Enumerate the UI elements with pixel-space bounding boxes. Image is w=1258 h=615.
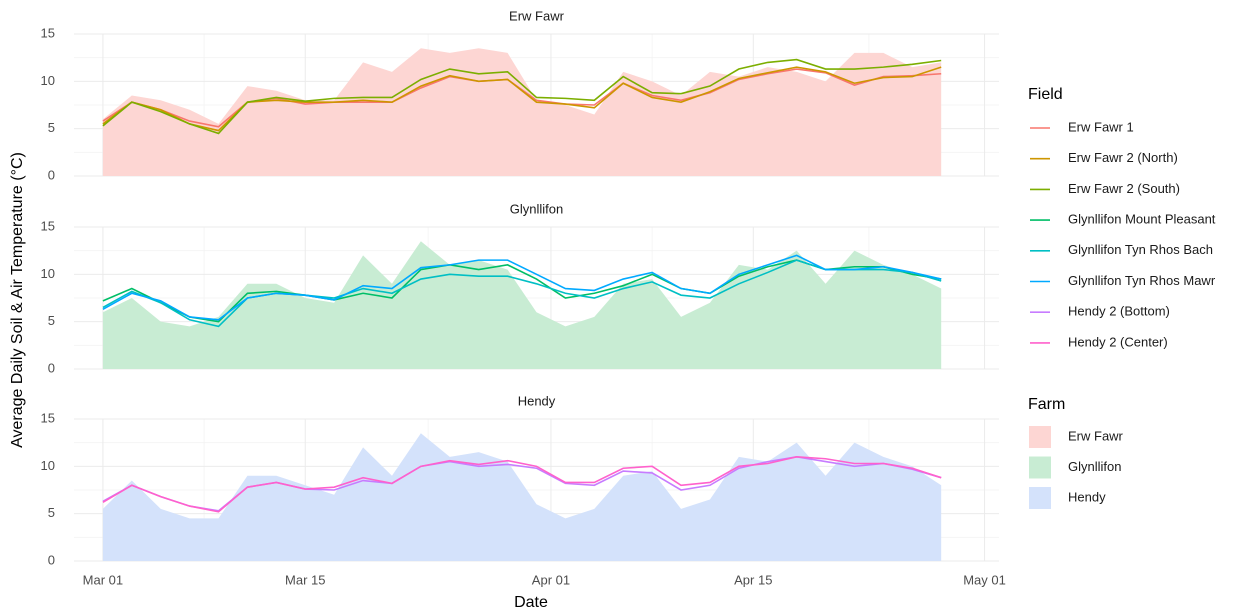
legend-label: Erw Fawr 1 bbox=[1068, 119, 1134, 134]
y-tick-label: 10 bbox=[41, 266, 55, 281]
legend-label: Hendy bbox=[1068, 489, 1106, 504]
panel-title: Glynllifon bbox=[510, 201, 563, 216]
y-tick-label: 10 bbox=[41, 73, 55, 88]
y-tick-label: 15 bbox=[41, 218, 55, 233]
legend-label: Erw Fawr bbox=[1068, 428, 1124, 443]
legend-label: Glynllifon Tyn Rhos Bach bbox=[1068, 242, 1213, 257]
y-tick-label: 15 bbox=[41, 410, 55, 425]
area bbox=[102, 433, 942, 561]
x-tick-label: May 01 bbox=[963, 572, 1006, 587]
legend-label: Erw Fawr 2 (North) bbox=[1068, 150, 1178, 165]
legend-swatch bbox=[1029, 487, 1051, 509]
panel-title: Erw Fawr bbox=[509, 8, 565, 23]
y-tick-label: 0 bbox=[48, 552, 55, 567]
area bbox=[102, 48, 942, 177]
legend-title: Farm bbox=[1028, 396, 1065, 413]
y-tick-label: 5 bbox=[48, 313, 55, 328]
legend-label: Hendy 2 (Bottom) bbox=[1068, 304, 1170, 319]
line bbox=[102, 254, 942, 321]
x-tick-label: Apr 01 bbox=[532, 572, 570, 587]
legend-swatch bbox=[1029, 456, 1051, 479]
y-tick-label: 0 bbox=[48, 360, 55, 375]
y-tick-label: 15 bbox=[41, 25, 55, 40]
legend-label: Glynllifon Mount Pleasant bbox=[1068, 212, 1216, 227]
y-axis-label: Average Daily Soil & Air Temperature (°C… bbox=[9, 152, 26, 448]
legend-swatch bbox=[1029, 426, 1051, 448]
legend-label: Glynllifon bbox=[1068, 459, 1121, 474]
legend-label: Hendy 2 (Center) bbox=[1068, 334, 1168, 349]
x-tick-label: Mar 15 bbox=[285, 572, 325, 587]
area bbox=[102, 241, 942, 369]
x-tick-label: Apr 15 bbox=[734, 572, 772, 587]
panel-title: Hendy bbox=[518, 393, 556, 408]
legend-label: Erw Fawr 2 (South) bbox=[1068, 181, 1180, 196]
y-tick-label: 5 bbox=[48, 505, 55, 520]
y-tick-label: 0 bbox=[48, 167, 55, 182]
x-tick-label: Mar 01 bbox=[83, 572, 123, 587]
line bbox=[102, 58, 942, 135]
y-tick-label: 5 bbox=[48, 120, 55, 135]
legend-title: Field bbox=[1028, 86, 1063, 103]
x-axis-label: Date bbox=[514, 594, 548, 611]
line bbox=[102, 456, 942, 513]
line bbox=[102, 259, 942, 328]
legend-label: Glynllifon Tyn Rhos Mawr bbox=[1068, 273, 1216, 288]
y-tick-label: 10 bbox=[41, 458, 55, 473]
